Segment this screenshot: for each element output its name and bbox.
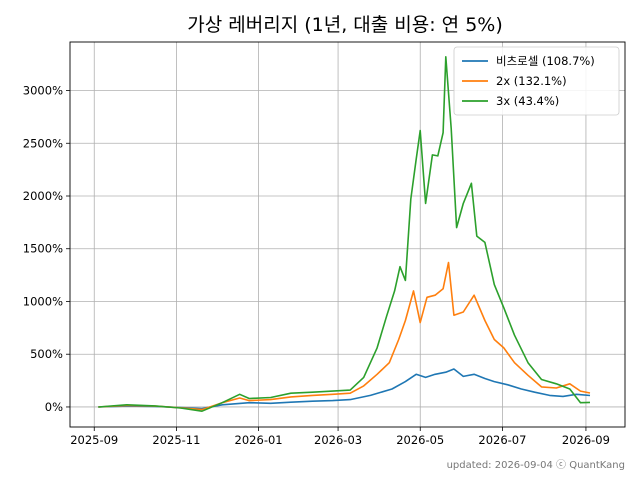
series-lines [98,55,591,413]
y-tick-label: 1000% [23,294,63,308]
x-tick-label: 2026-01 [235,433,283,447]
axes: 2025-09 2025-11 2026-01 2026-03 2026-05 2026-… [23,41,626,447]
y-tick-label: 2500% [23,136,63,150]
plot-frame [69,41,626,428]
legend-label: 2x (132.1%) [496,74,567,88]
series-line-2 [98,261,591,411]
x-tick-label: 2026-05 [396,433,444,447]
y-tick-label: 3000% [23,84,63,98]
x-tick-label: 2025-09 [70,433,118,447]
legend: 비츠로셀 (108.7%) 2x (132.1%) 3x (43.4%) [453,46,620,116]
y-tick-label: 1500% [23,242,63,256]
legend-box [453,46,620,116]
y-tick-label: 500% [30,347,63,361]
y-tick-label: 0% [45,400,63,414]
legend-label: 비츠로셀 (108.7%) [496,54,595,68]
footer-text: updated: 2026-09-04 ⓒ QuantKang [447,459,625,471]
series-line-3 [98,55,591,413]
x-tick-label: 2026-03 [314,433,362,447]
x-tick-label: 2025-11 [152,433,200,447]
y-tick-label: 2000% [23,189,63,203]
series-line-1 [98,368,591,410]
x-tick-label: 2026-09 [562,433,610,447]
x-tick-label: 2026-07 [478,433,526,447]
chart-title: 가상 레버리지 (1년, 대출 비용: 연 5%) [187,14,503,36]
legend-label: 3x (43.4%) [496,94,559,108]
